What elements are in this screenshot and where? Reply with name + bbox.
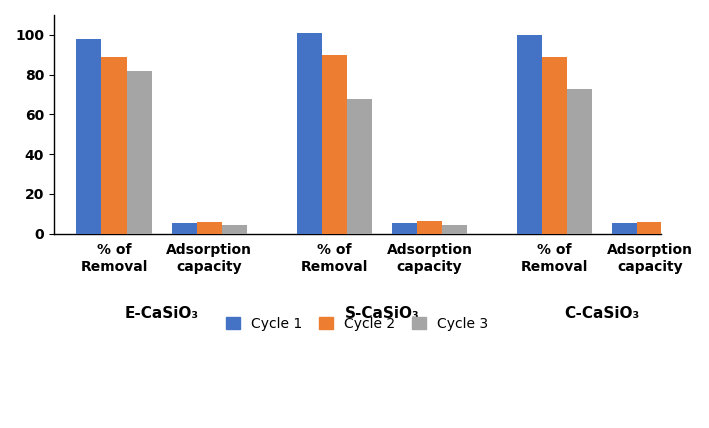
Bar xyxy=(612,223,637,234)
Bar xyxy=(663,226,688,234)
Text: E-CaSiO₃: E-CaSiO₃ xyxy=(125,306,199,321)
Bar xyxy=(127,71,152,234)
Bar xyxy=(442,225,467,234)
Bar xyxy=(567,89,593,234)
Bar xyxy=(417,221,442,234)
Bar xyxy=(196,222,222,234)
Bar xyxy=(322,55,347,234)
Bar xyxy=(101,57,127,234)
Bar xyxy=(637,222,663,234)
Text: S-CaSiO₃: S-CaSiO₃ xyxy=(345,306,419,321)
Bar xyxy=(542,57,567,234)
Bar xyxy=(296,33,322,234)
Bar xyxy=(392,223,417,234)
Text: C-CaSiO₃: C-CaSiO₃ xyxy=(564,306,640,321)
Bar xyxy=(222,225,247,234)
Legend: Cycle 1, Cycle 2, Cycle 3: Cycle 1, Cycle 2, Cycle 3 xyxy=(220,311,493,336)
Bar xyxy=(76,39,101,234)
Bar xyxy=(172,223,196,234)
Bar xyxy=(517,35,542,234)
Bar xyxy=(347,98,372,234)
